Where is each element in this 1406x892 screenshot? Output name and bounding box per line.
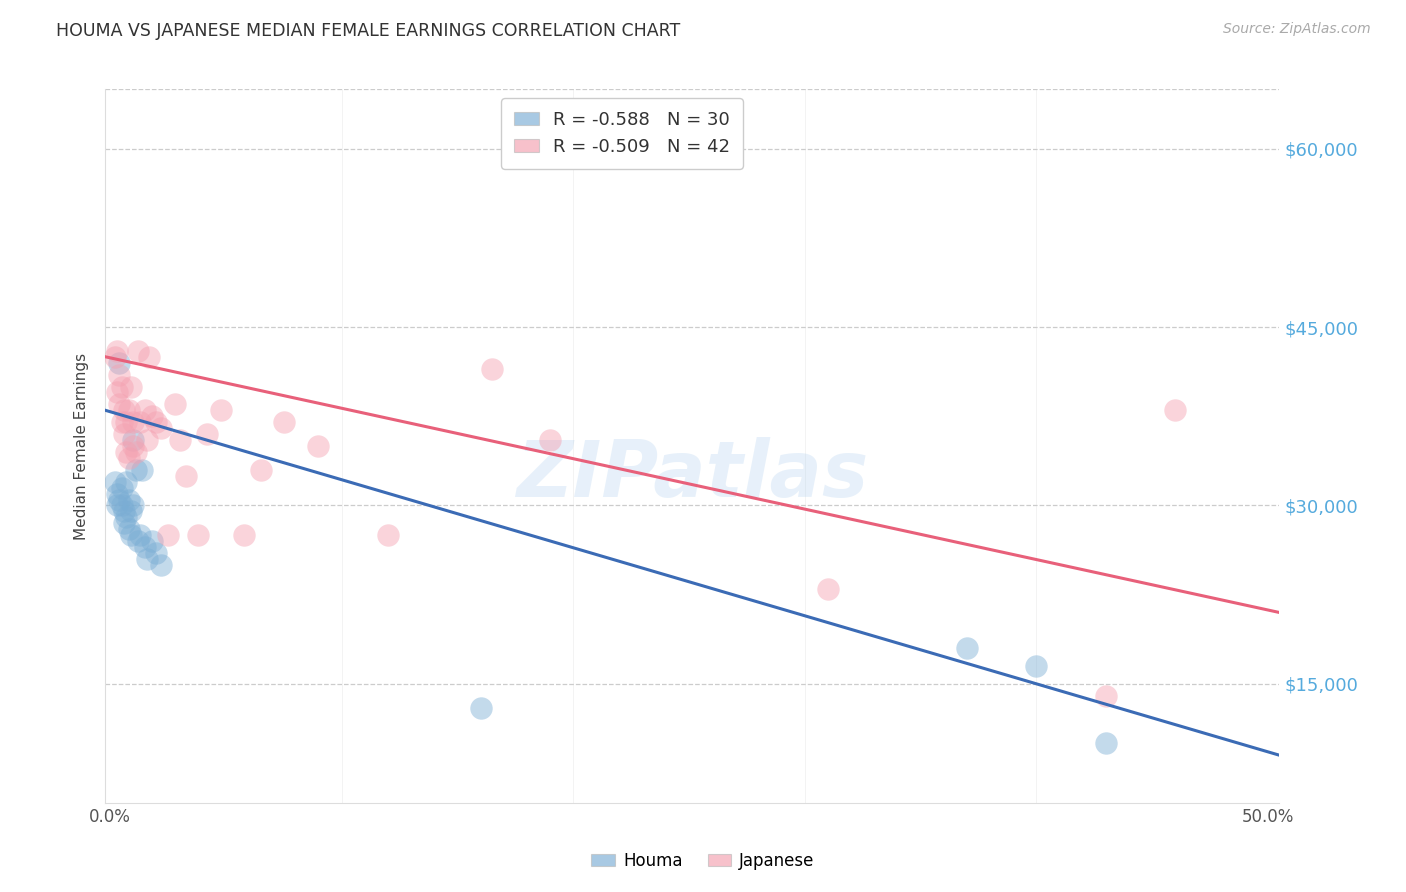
Point bbox=[115, 475, 138, 489]
Point bbox=[956, 641, 979, 656]
Point bbox=[124, 445, 146, 459]
Text: HOUMA VS JAPANESE MEDIAN FEMALE EARNINGS CORRELATION CHART: HOUMA VS JAPANESE MEDIAN FEMALE EARNINGS… bbox=[56, 22, 681, 40]
Point bbox=[105, 499, 128, 513]
Point bbox=[111, 481, 134, 495]
Point bbox=[138, 350, 160, 364]
Point bbox=[233, 528, 256, 542]
Legend: R = -0.588   N = 30, R = -0.509   N = 42: R = -0.588 N = 30, R = -0.509 N = 42 bbox=[501, 98, 742, 169]
Point bbox=[176, 468, 198, 483]
Point bbox=[127, 343, 149, 358]
Point bbox=[124, 463, 146, 477]
Point bbox=[1094, 736, 1116, 750]
Point bbox=[131, 463, 153, 477]
Point bbox=[117, 522, 139, 536]
Point bbox=[105, 343, 128, 358]
Point bbox=[129, 528, 152, 542]
Point bbox=[117, 403, 139, 417]
Point bbox=[111, 499, 134, 513]
Y-axis label: Median Female Earnings: Median Female Earnings bbox=[75, 352, 90, 540]
Point bbox=[1164, 403, 1187, 417]
Point bbox=[122, 433, 145, 447]
Point bbox=[136, 433, 159, 447]
Point bbox=[377, 528, 399, 542]
Point bbox=[120, 528, 142, 542]
Point bbox=[195, 427, 218, 442]
Point bbox=[1094, 689, 1116, 703]
Point bbox=[817, 582, 839, 596]
Point bbox=[111, 379, 134, 393]
Point bbox=[150, 421, 173, 435]
Point bbox=[115, 445, 138, 459]
Point bbox=[187, 528, 209, 542]
Point bbox=[105, 385, 128, 400]
Point bbox=[1025, 659, 1047, 673]
Point bbox=[108, 397, 131, 411]
Point bbox=[117, 492, 139, 507]
Point bbox=[209, 403, 232, 417]
Text: ZIPatlas: ZIPatlas bbox=[516, 436, 869, 513]
Point bbox=[112, 403, 135, 417]
Point bbox=[481, 361, 503, 376]
Point bbox=[470, 700, 492, 714]
Point bbox=[145, 546, 167, 560]
Point bbox=[117, 450, 139, 465]
Point bbox=[538, 433, 561, 447]
Point bbox=[120, 504, 142, 518]
Point bbox=[108, 492, 131, 507]
Point bbox=[108, 356, 131, 370]
Point bbox=[136, 552, 159, 566]
Point bbox=[104, 475, 127, 489]
Point bbox=[134, 403, 156, 417]
Point bbox=[141, 409, 163, 424]
Point bbox=[169, 433, 191, 447]
Point bbox=[273, 415, 295, 429]
Point bbox=[115, 415, 138, 429]
Point bbox=[105, 486, 128, 500]
Legend: Houma, Japanese: Houma, Japanese bbox=[585, 846, 821, 877]
Point bbox=[122, 415, 145, 429]
Point bbox=[145, 415, 167, 429]
Point bbox=[120, 379, 142, 393]
Point bbox=[141, 534, 163, 549]
Point bbox=[115, 510, 138, 524]
Point bbox=[156, 528, 179, 542]
Point bbox=[112, 504, 135, 518]
Point bbox=[122, 499, 145, 513]
Point bbox=[104, 350, 127, 364]
Point bbox=[112, 516, 135, 531]
Point bbox=[150, 558, 173, 572]
Text: Source: ZipAtlas.com: Source: ZipAtlas.com bbox=[1223, 22, 1371, 37]
Point bbox=[127, 534, 149, 549]
Point bbox=[122, 439, 145, 453]
Point bbox=[129, 415, 152, 429]
Point bbox=[134, 540, 156, 554]
Point bbox=[249, 463, 271, 477]
Point bbox=[308, 439, 330, 453]
Point bbox=[111, 415, 134, 429]
Point bbox=[108, 368, 131, 382]
Point bbox=[163, 397, 186, 411]
Point bbox=[112, 427, 135, 442]
